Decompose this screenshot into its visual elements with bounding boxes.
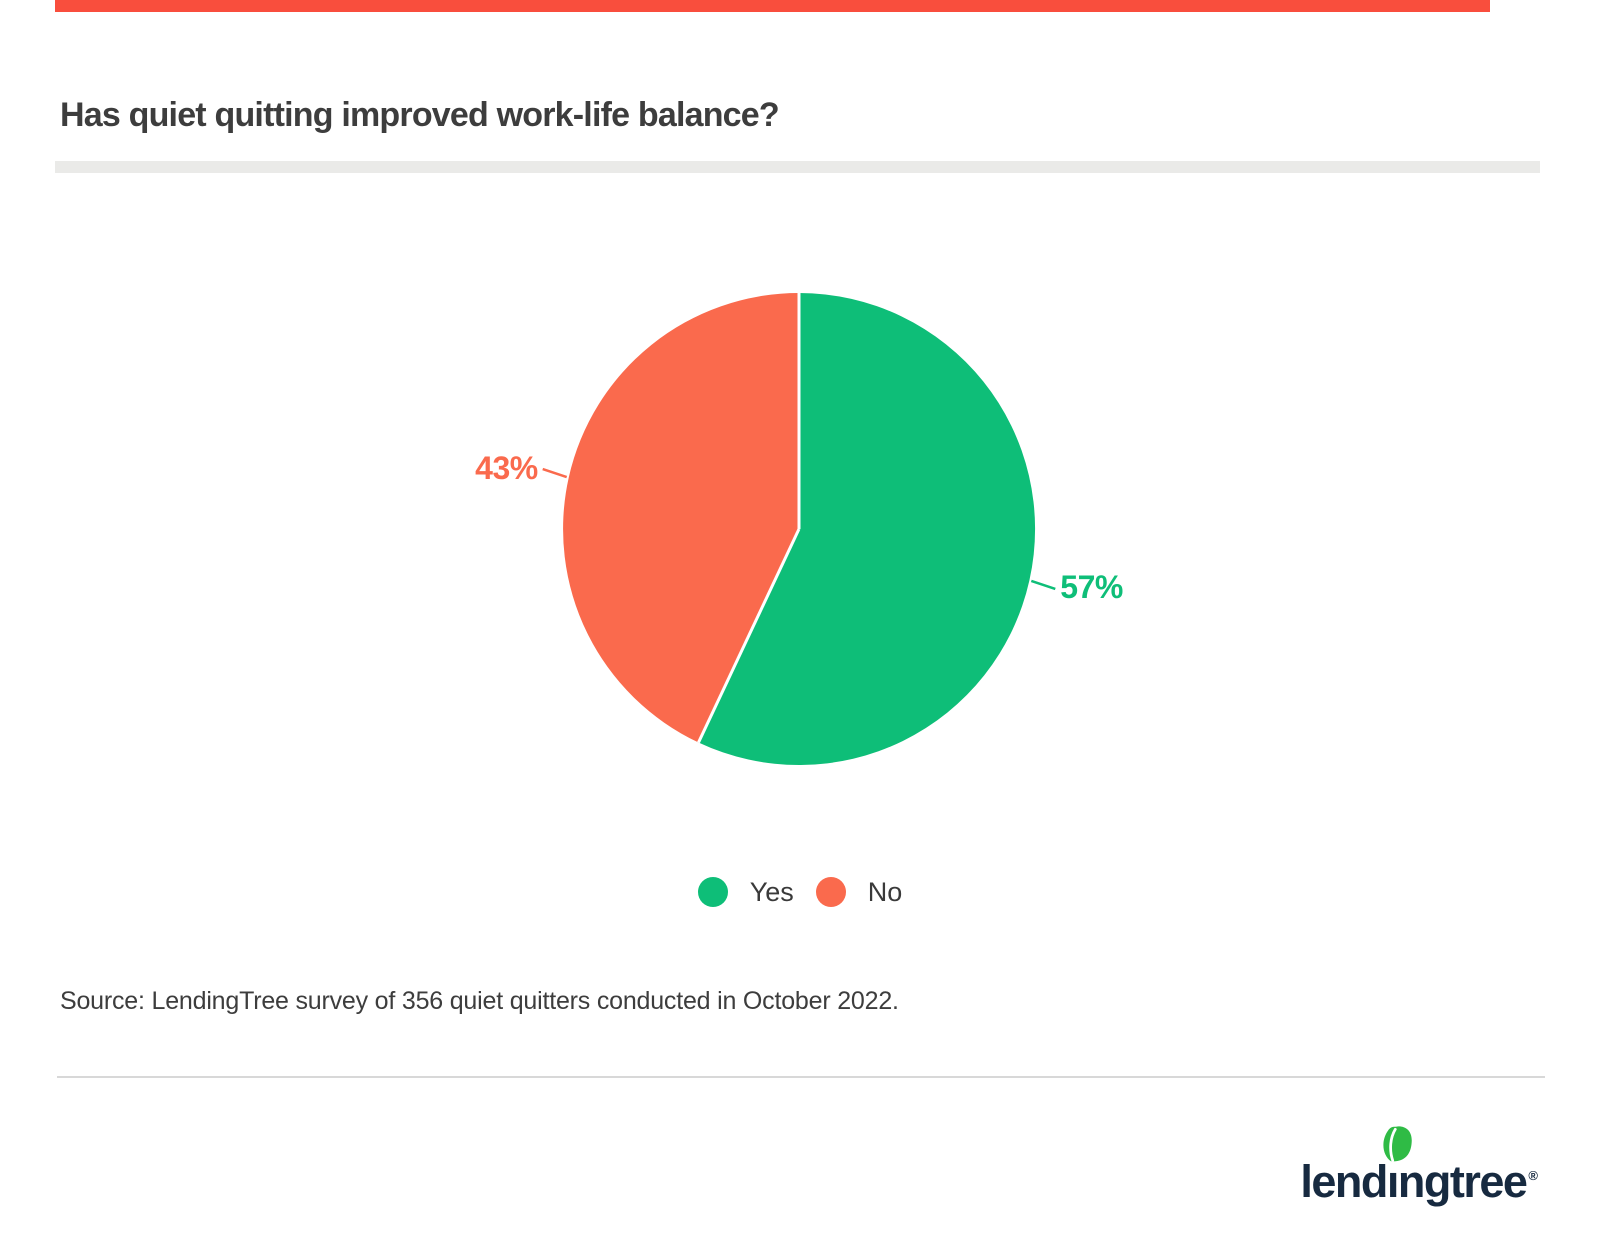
logo-letter-i: ı xyxy=(1383,1126,1412,1208)
legend-label-no: No xyxy=(867,877,903,907)
slice-separator xyxy=(697,528,801,744)
pct-label-yes: 57% xyxy=(1060,569,1123,605)
leaf-icon xyxy=(1383,1126,1412,1162)
legend-label-yes: Yes xyxy=(749,877,794,907)
pct-label-no: 43% xyxy=(475,450,538,486)
legend-dot-no-icon xyxy=(815,877,846,907)
label-leader-line-no xyxy=(542,467,568,479)
label-leader-line-yes xyxy=(1030,579,1056,591)
lendingtree-logo: lend ı ngtree ® xyxy=(1300,1126,1538,1208)
legend-dot-yes-icon xyxy=(697,877,728,907)
legend-item-yes: Yes xyxy=(697,877,794,907)
title-underline-bar xyxy=(55,161,1540,173)
source-text: Source: LendingTree survey of 356 quiet … xyxy=(60,987,899,1015)
logo-text-ngtree: ngtree xyxy=(1397,1156,1528,1207)
chart-title: Has quiet quitting improved work-life ba… xyxy=(60,96,780,134)
bottom-divider xyxy=(57,1076,1545,1078)
registered-mark: ® xyxy=(1528,1168,1538,1183)
legend-item-no: No xyxy=(815,877,903,907)
chart-legend: Yes No xyxy=(0,876,1600,908)
logo-text-lend: lend xyxy=(1300,1156,1388,1207)
pie-slice-no xyxy=(563,293,799,743)
pie-slice-yes xyxy=(698,293,1036,765)
top-accent-bar xyxy=(55,0,1490,12)
